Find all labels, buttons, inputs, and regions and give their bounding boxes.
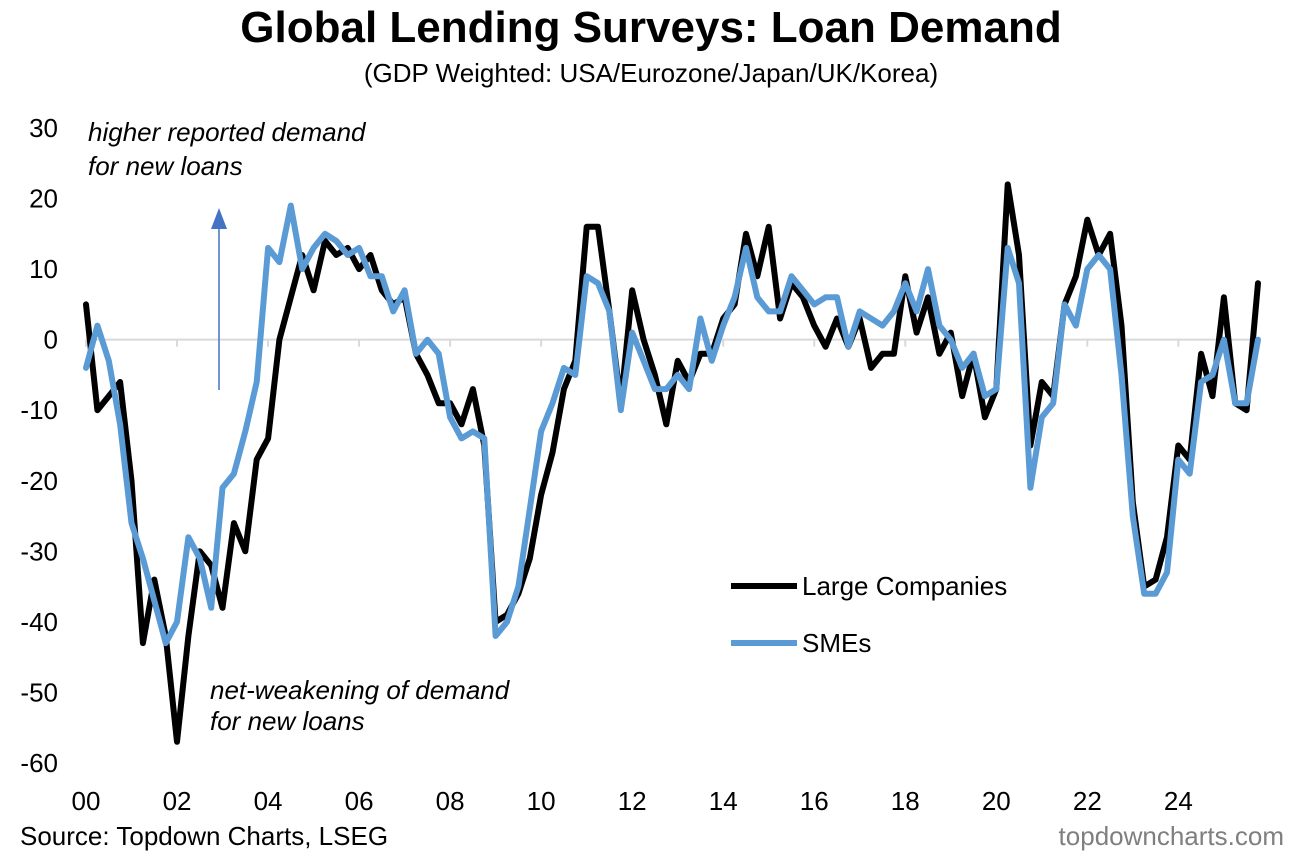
annotation-lower-line2: for new loans: [210, 706, 365, 736]
x-tick-label: 16: [800, 786, 829, 816]
x-tick-label: 14: [709, 786, 738, 816]
legend: Large Companies SMEs: [731, 571, 1007, 658]
chart-subtitle: (GDP Weighted: USA/Eurozone/Japan/UK/Kor…: [363, 58, 939, 88]
x-tick-label: 12: [618, 786, 647, 816]
annotation-upper-line1: higher reported demand: [88, 117, 367, 147]
y-tick-label: -40: [20, 607, 58, 637]
series-line-large-companies: [83, 181, 1261, 745]
y-tick-label: 30: [29, 113, 58, 143]
x-tick-label: 04: [254, 786, 283, 816]
y-tick-label: 0: [44, 325, 58, 355]
y-tick-label: 20: [29, 184, 58, 214]
annotation-lower-line1: net-weakening of demand: [210, 675, 511, 705]
x-tick-label: 06: [345, 786, 374, 816]
watermark: topdowncharts.com: [1058, 821, 1284, 851]
y-axis-ticks: 30 20 10 0 -10 -20 -30 -40 -50 -60: [20, 113, 58, 778]
annotation-upper-line2: for new loans: [88, 151, 243, 181]
y-tick-label: -30: [20, 536, 58, 566]
y-tick-label: -10: [20, 395, 58, 425]
x-tick-label: 02: [163, 786, 192, 816]
x-tick-label: 18: [891, 786, 920, 816]
x-tick-label: 10: [527, 786, 556, 816]
up-arrow-icon: [211, 208, 227, 229]
y-tick-label: -50: [20, 677, 58, 707]
legend-label-large-companies: Large Companies: [802, 571, 1007, 601]
x-tick-label: 24: [1164, 786, 1193, 816]
y-tick-label: -60: [20, 748, 58, 778]
series-lines: [83, 181, 1261, 745]
chart-title: Global Lending Surveys: Loan Demand: [240, 3, 1062, 52]
x-tick-label: 20: [982, 786, 1011, 816]
source-note: Source: Topdown Charts, LSEG: [20, 821, 389, 851]
x-tick-label: 08: [436, 786, 465, 816]
x-tick-label: 00: [72, 786, 101, 816]
y-tick-label: -20: [20, 466, 58, 496]
legend-label-smes: SMEs: [802, 628, 871, 658]
x-axis-ticks: 00 02 04 06 08 10 12 14 16 18 20 22 24: [72, 786, 1193, 816]
y-tick-label: 10: [29, 254, 58, 284]
annotations: higher reported demand for new loans net…: [88, 117, 511, 736]
series-line-smes: [83, 202, 1261, 647]
x-tick-label: 22: [1073, 786, 1102, 816]
